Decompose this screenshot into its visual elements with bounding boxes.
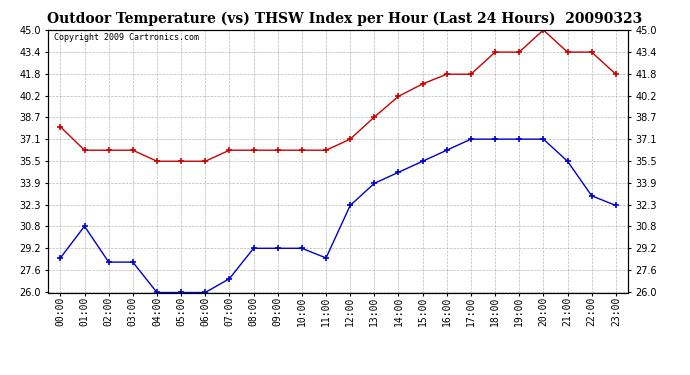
Text: Outdoor Temperature (vs) THSW Index per Hour (Last 24 Hours)  20090323: Outdoor Temperature (vs) THSW Index per … [48,11,642,26]
Text: Copyright 2009 Cartronics.com: Copyright 2009 Cartronics.com [54,33,199,42]
